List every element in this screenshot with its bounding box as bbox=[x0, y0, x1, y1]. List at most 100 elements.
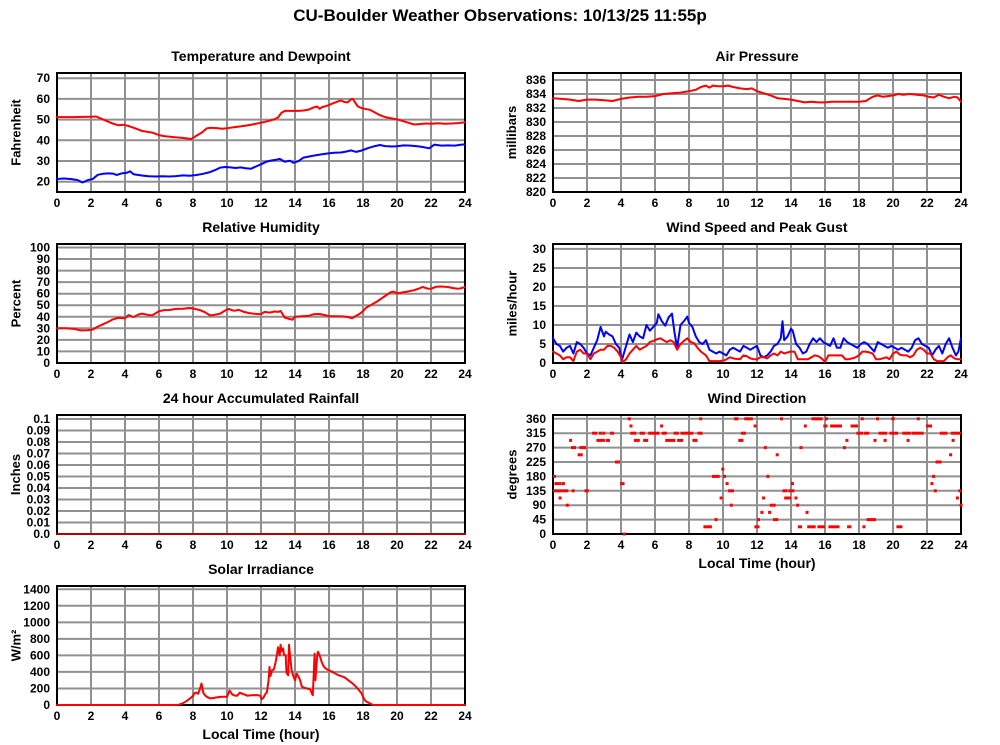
air-pressure-plot: 0 2 4 6 8 10 12 14 16 18 20 22 248208228248268288308… bbox=[526, 72, 968, 210]
y-axis-label: miles/hour bbox=[504, 270, 520, 337]
svg-text:30: 30 bbox=[37, 154, 51, 168]
svg-text:8: 8 bbox=[686, 538, 693, 552]
chart-title: Wind Direction bbox=[707, 390, 807, 406]
svg-text:10: 10 bbox=[220, 367, 234, 381]
svg-text:0: 0 bbox=[54, 196, 61, 210]
svg-text:4: 4 bbox=[618, 196, 625, 210]
svg-text:834: 834 bbox=[526, 87, 546, 101]
svg-text:2: 2 bbox=[584, 196, 591, 210]
svg-text:10: 10 bbox=[220, 538, 234, 552]
svg-text:8: 8 bbox=[190, 196, 197, 210]
relative-humidity-plot: 0 2 4 6 8 10 12 14 16 18 20 22 240102030405060708090… bbox=[30, 241, 472, 382]
svg-text:1000: 1000 bbox=[23, 615, 50, 629]
svg-text:22: 22 bbox=[424, 196, 438, 210]
svg-text:4: 4 bbox=[122, 709, 129, 723]
svg-text:18: 18 bbox=[356, 709, 370, 723]
svg-text:10: 10 bbox=[220, 196, 234, 210]
svg-text:0: 0 bbox=[54, 538, 61, 552]
svg-text:0: 0 bbox=[54, 709, 61, 723]
svg-text:0: 0 bbox=[54, 367, 61, 381]
svg-text:0: 0 bbox=[550, 538, 557, 552]
svg-text:0: 0 bbox=[550, 196, 557, 210]
svg-text:12: 12 bbox=[254, 367, 268, 381]
svg-text:40: 40 bbox=[37, 133, 51, 147]
svg-text:826: 826 bbox=[526, 143, 546, 157]
svg-text:22: 22 bbox=[920, 196, 934, 210]
svg-text:8: 8 bbox=[686, 196, 693, 210]
svg-text:0.07: 0.07 bbox=[27, 447, 51, 461]
svg-text:12: 12 bbox=[750, 367, 764, 381]
svg-text:15: 15 bbox=[533, 299, 547, 313]
chart-solar-irradiance: Solar Irradiance W/m² 0 2 4 6 8 10 12 14 16 18 20 2… bbox=[0, 553, 500, 742]
svg-text:12: 12 bbox=[254, 709, 268, 723]
svg-text:24: 24 bbox=[954, 538, 968, 552]
y-axis-label: Percent bbox=[8, 279, 24, 328]
x-axis-label: Local Time (hour) bbox=[698, 555, 816, 571]
svg-text:24: 24 bbox=[458, 709, 472, 723]
svg-text:14: 14 bbox=[288, 367, 302, 381]
svg-text:14: 14 bbox=[784, 367, 798, 381]
svg-text:0.03: 0.03 bbox=[27, 493, 51, 507]
svg-text:315: 315 bbox=[526, 426, 546, 440]
svg-text:2: 2 bbox=[88, 196, 95, 210]
svg-text:24: 24 bbox=[954, 367, 968, 381]
svg-text:824: 824 bbox=[526, 157, 546, 171]
svg-text:14: 14 bbox=[784, 538, 798, 552]
svg-text:0.08: 0.08 bbox=[27, 435, 51, 449]
svg-text:20: 20 bbox=[390, 538, 404, 552]
svg-text:12: 12 bbox=[750, 538, 764, 552]
svg-text:18: 18 bbox=[852, 538, 866, 552]
chart-title: Relative Humidity bbox=[202, 219, 320, 235]
svg-text:30: 30 bbox=[533, 242, 547, 256]
svg-text:10: 10 bbox=[220, 709, 234, 723]
svg-text:14: 14 bbox=[288, 196, 302, 210]
svg-text:0: 0 bbox=[539, 356, 546, 370]
svg-text:24: 24 bbox=[458, 367, 472, 381]
svg-text:90: 90 bbox=[37, 252, 51, 266]
svg-text:10: 10 bbox=[37, 344, 51, 358]
svg-text:22: 22 bbox=[920, 367, 934, 381]
svg-text:60: 60 bbox=[37, 287, 51, 301]
svg-text:6: 6 bbox=[156, 709, 163, 723]
chart-title: Solar Irradiance bbox=[208, 561, 314, 577]
chart-title: Wind Speed and Peak Gust bbox=[666, 219, 848, 235]
svg-text:18: 18 bbox=[356, 538, 370, 552]
wind-direction-plot: 0 2 4 6 8 10 12 14 16 18 20 22 240459013518022527031… bbox=[526, 412, 968, 552]
svg-text:2: 2 bbox=[584, 367, 591, 381]
svg-text:50: 50 bbox=[37, 113, 51, 127]
svg-text:14: 14 bbox=[288, 709, 302, 723]
svg-text:4: 4 bbox=[122, 367, 129, 381]
x-axis-label: Local Time (hour) bbox=[202, 726, 320, 742]
svg-text:225: 225 bbox=[526, 455, 546, 469]
svg-text:832: 832 bbox=[526, 101, 546, 115]
svg-text:400: 400 bbox=[30, 665, 50, 679]
svg-text:270: 270 bbox=[526, 441, 546, 455]
svg-text:20: 20 bbox=[533, 280, 547, 294]
svg-text:6: 6 bbox=[156, 367, 163, 381]
svg-text:4: 4 bbox=[122, 196, 129, 210]
svg-text:60: 60 bbox=[37, 92, 51, 106]
svg-text:10: 10 bbox=[716, 367, 730, 381]
svg-text:22: 22 bbox=[424, 709, 438, 723]
svg-text:2: 2 bbox=[88, 709, 95, 723]
svg-text:360: 360 bbox=[526, 412, 546, 426]
svg-text:16: 16 bbox=[322, 367, 336, 381]
svg-text:820: 820 bbox=[526, 185, 546, 199]
svg-text:830: 830 bbox=[526, 115, 546, 129]
svg-text:10: 10 bbox=[716, 196, 730, 210]
svg-text:20: 20 bbox=[886, 367, 900, 381]
svg-text:2: 2 bbox=[88, 367, 95, 381]
svg-text:22: 22 bbox=[920, 538, 934, 552]
svg-text:20: 20 bbox=[886, 196, 900, 210]
svg-text:135: 135 bbox=[526, 484, 546, 498]
svg-text:16: 16 bbox=[818, 367, 832, 381]
svg-text:6: 6 bbox=[652, 196, 659, 210]
svg-text:6: 6 bbox=[652, 367, 659, 381]
chart-title: Air Pressure bbox=[715, 48, 799, 64]
svg-text:0.06: 0.06 bbox=[27, 458, 51, 472]
svg-text:0: 0 bbox=[43, 698, 50, 712]
svg-text:14: 14 bbox=[784, 196, 798, 210]
svg-text:12: 12 bbox=[254, 538, 268, 552]
svg-text:822: 822 bbox=[526, 171, 546, 185]
